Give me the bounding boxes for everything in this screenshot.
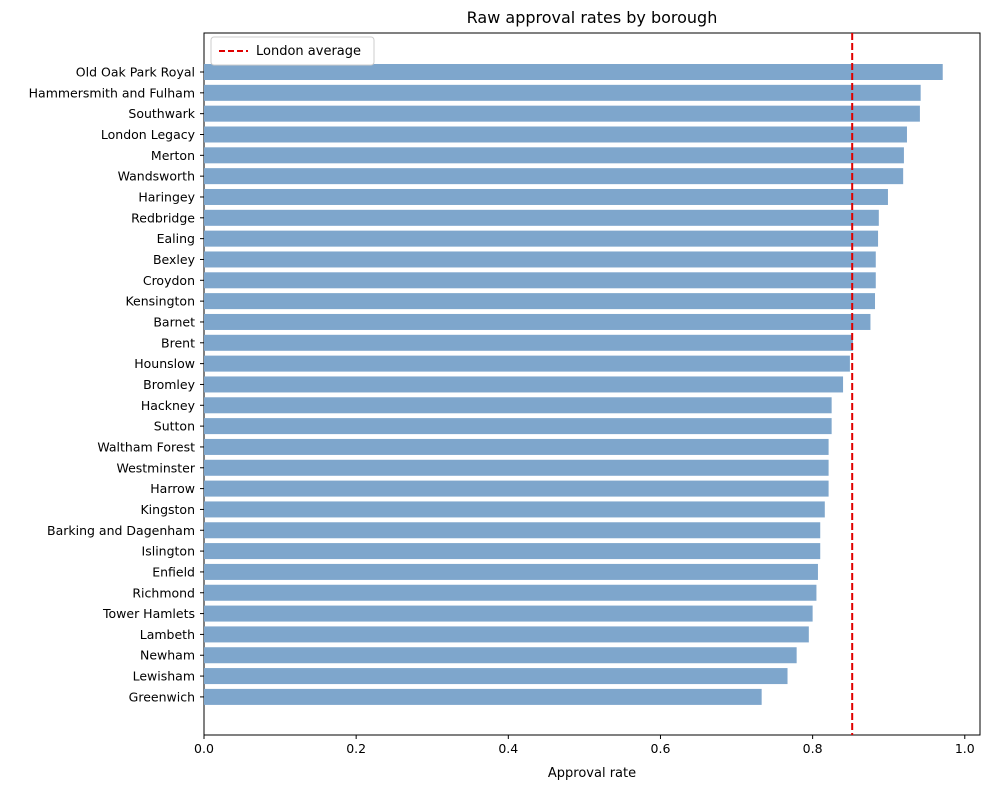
- x-tick-label: 1.0: [955, 741, 975, 756]
- y-tick-label: Islington: [142, 544, 195, 559]
- x-tick-label: 0.6: [651, 741, 671, 756]
- bar: [204, 501, 825, 518]
- y-tick-label: Kensington: [125, 294, 195, 309]
- bar: [204, 688, 762, 705]
- bar: [204, 147, 904, 164]
- x-tick-label: 0.2: [346, 741, 366, 756]
- bar: [204, 313, 871, 330]
- y-tick-label: Kingston: [140, 502, 195, 517]
- bar: [204, 605, 813, 622]
- bar: [204, 64, 943, 80]
- y-tick-label: Lewisham: [133, 669, 195, 684]
- y-tick-label: Old Oak Park Royal: [76, 65, 195, 80]
- bar: [204, 168, 904, 185]
- y-tick-label: Sutton: [154, 419, 195, 434]
- y-tick-label: Lambeth: [140, 627, 195, 642]
- x-tick-label: 0.4: [498, 741, 518, 756]
- y-tick-label: Tower Hamlets: [102, 606, 195, 621]
- y-tick-label: Hammersmith and Fulham: [29, 85, 195, 100]
- bar: [204, 334, 853, 351]
- x-tick-label: 0.0: [194, 741, 214, 756]
- y-tick-label: Bromley: [143, 377, 195, 392]
- chart-title: Raw approval rates by borough: [467, 8, 718, 27]
- bar: [204, 188, 888, 205]
- legend-box: [210, 36, 375, 66]
- bar: [204, 105, 920, 122]
- y-axis-ticks: Old Oak Park Royal Hammersmith and Fulham…: [29, 65, 204, 704]
- legend: London average: [210, 36, 375, 66]
- bar: [204, 480, 829, 497]
- y-tick-label: Enfield: [152, 564, 195, 579]
- bar: [204, 397, 832, 414]
- bar: [204, 126, 907, 143]
- y-tick-label: Barking and Dagenham: [47, 523, 195, 538]
- bar: [204, 459, 829, 476]
- y-tick-label: Merton: [151, 148, 195, 163]
- bars: [204, 64, 943, 705]
- bar: [204, 418, 832, 435]
- y-tick-label: Barnet: [153, 314, 195, 329]
- y-tick-label: Westminster: [116, 460, 195, 475]
- y-tick-label: Harrow: [150, 481, 195, 496]
- y-tick-label: Wandsworth: [118, 169, 195, 184]
- x-axis-ticks: 0.0 0.2 0.4 0.6 0.8 1.0: [194, 735, 975, 756]
- x-tick-label: 0.8: [803, 741, 823, 756]
- y-tick-label: Southwark: [128, 106, 195, 121]
- bar: [204, 376, 844, 393]
- y-tick-label: Croydon: [143, 273, 195, 288]
- y-tick-label: Haringey: [138, 189, 195, 204]
- y-tick-label: Newham: [140, 648, 195, 663]
- bar: [204, 543, 821, 560]
- bar: [204, 272, 876, 289]
- y-tick-label: Hackney: [141, 398, 196, 413]
- bar: [204, 293, 876, 310]
- bar: [204, 522, 821, 539]
- y-tick-label: London Legacy: [101, 127, 196, 142]
- y-tick-label: Redbridge: [131, 210, 195, 225]
- bar: [204, 251, 876, 268]
- bar: [204, 626, 809, 643]
- y-tick-label: Greenwich: [129, 689, 195, 704]
- y-tick-label: Hounslow: [134, 356, 195, 371]
- bar: [204, 584, 817, 601]
- bar: [204, 647, 797, 664]
- bar: [204, 355, 850, 372]
- legend-label: London average: [256, 44, 361, 59]
- y-tick-label: Waltham Forest: [97, 439, 195, 454]
- bar: [204, 668, 788, 685]
- y-tick-label: Ealing: [157, 231, 195, 246]
- x-axis-label: Approval rate: [548, 766, 636, 781]
- y-tick-label: Bexley: [153, 252, 196, 267]
- bar: [204, 438, 829, 455]
- y-tick-label: Richmond: [132, 585, 195, 600]
- y-tick-label: Brent: [161, 335, 195, 350]
- bar: [204, 209, 879, 226]
- bar: [204, 84, 921, 101]
- bar: [204, 230, 879, 247]
- bar: [204, 563, 818, 580]
